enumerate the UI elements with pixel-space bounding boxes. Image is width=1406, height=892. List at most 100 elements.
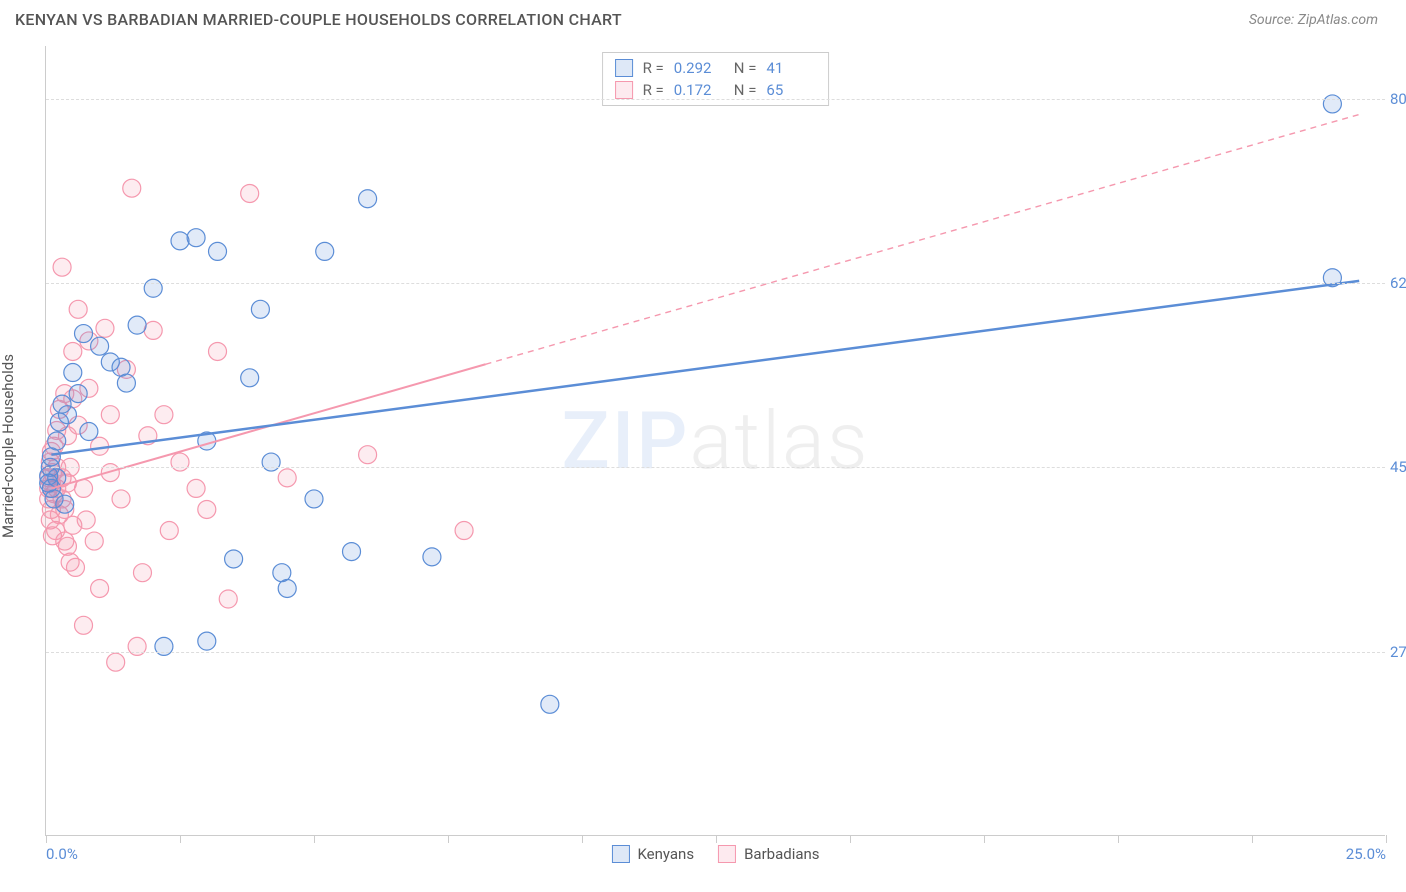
data-point [64, 364, 82, 382]
n-label: N = [734, 81, 757, 99]
data-point [56, 495, 74, 513]
x-tick [448, 835, 449, 843]
data-point [96, 319, 114, 337]
data-point [251, 300, 269, 318]
data-point [75, 479, 93, 497]
data-point [75, 616, 93, 634]
data-point [316, 242, 334, 260]
data-point [64, 342, 82, 360]
data-point [144, 321, 162, 339]
data-point [75, 325, 93, 343]
x-tick [984, 835, 985, 843]
chart-plot-area: ZIPatlas R =0.292N =41R =0.172N =65 Keny… [45, 46, 1385, 836]
data-point [128, 637, 146, 655]
series-legend: Kenyans Barbadians [611, 845, 819, 863]
y-tick-label: 62.5% [1390, 274, 1406, 292]
data-point [66, 558, 84, 576]
legend-series-label: Barbadians [744, 845, 819, 863]
data-point [241, 369, 259, 387]
chart-title: KENYAN VS BARBADIAN MARRIED-COUPLE HOUSE… [15, 10, 622, 29]
data-point [80, 423, 98, 441]
data-point [155, 406, 173, 424]
trend-line [51, 281, 1359, 455]
legend-stat-row: R = 0.292 N = 41 [615, 57, 817, 79]
legend-series-item: Kenyans [611, 845, 694, 863]
data-point [278, 469, 296, 487]
data-point [171, 453, 189, 471]
n-label: N = [734, 59, 757, 77]
x-tick [1386, 835, 1387, 843]
r-value: 0.172 [674, 81, 724, 99]
gridline-h [46, 283, 1385, 284]
data-point [85, 532, 103, 550]
data-point [171, 232, 189, 250]
data-point [128, 316, 146, 334]
data-point [423, 548, 441, 566]
x-tick [1118, 835, 1119, 843]
x-tick [314, 835, 315, 843]
data-point [133, 564, 151, 582]
data-point [155, 637, 173, 655]
legend-swatch [615, 59, 633, 77]
data-point [69, 300, 87, 318]
scatter-svg [46, 46, 1385, 835]
x-tick [850, 835, 851, 843]
data-point [58, 537, 76, 555]
y-tick-label: 27.5% [1390, 643, 1406, 661]
data-point [112, 490, 130, 508]
legend-series-label: Kenyans [637, 845, 694, 863]
data-point [187, 229, 205, 247]
data-point [343, 543, 361, 561]
data-point [117, 374, 135, 392]
legend-swatch [611, 845, 629, 863]
x-tick [716, 835, 717, 843]
trend-line-extrapolated [486, 114, 1360, 364]
x-tick-label: 0.0% [46, 845, 78, 863]
data-point [262, 453, 280, 471]
data-point [455, 522, 473, 540]
data-point [77, 511, 95, 529]
legend-series-item: Barbadians [718, 845, 819, 863]
x-tick [180, 835, 181, 843]
data-point [107, 653, 125, 671]
n-value: 65 [766, 81, 816, 99]
data-point [91, 337, 109, 355]
data-point [69, 385, 87, 403]
gridline-h [46, 99, 1385, 100]
data-point [53, 258, 71, 276]
data-point [58, 406, 76, 424]
data-point [101, 406, 119, 424]
r-label: R = [643, 59, 664, 77]
data-point [160, 522, 178, 540]
y-axis-label: Married-couple Households [0, 354, 17, 538]
data-point [123, 179, 141, 197]
data-point [359, 446, 377, 464]
data-point [241, 184, 259, 202]
y-tick-label: 80.0% [1390, 90, 1406, 108]
r-label: R = [643, 81, 664, 99]
data-point [48, 432, 66, 450]
gridline-h [46, 467, 1385, 468]
x-tick [46, 835, 47, 843]
x-tick [1252, 835, 1253, 843]
data-point [187, 479, 205, 497]
data-point [278, 579, 296, 597]
gridline-h [46, 652, 1385, 653]
y-tick-label: 45.0% [1390, 458, 1406, 476]
data-point [144, 279, 162, 297]
n-value: 41 [766, 59, 816, 77]
data-point [305, 490, 323, 508]
data-point [198, 500, 216, 518]
source-attribution: Source: ZipAtlas.com [1249, 12, 1378, 28]
data-point [209, 242, 227, 260]
data-point [198, 632, 216, 650]
legend-swatch [615, 81, 633, 99]
data-point [91, 579, 109, 597]
data-point [209, 342, 227, 360]
data-point [225, 550, 243, 568]
x-tick [582, 835, 583, 843]
r-value: 0.292 [674, 59, 724, 77]
data-point [359, 190, 377, 208]
data-point [219, 590, 237, 608]
data-point [1323, 95, 1341, 113]
